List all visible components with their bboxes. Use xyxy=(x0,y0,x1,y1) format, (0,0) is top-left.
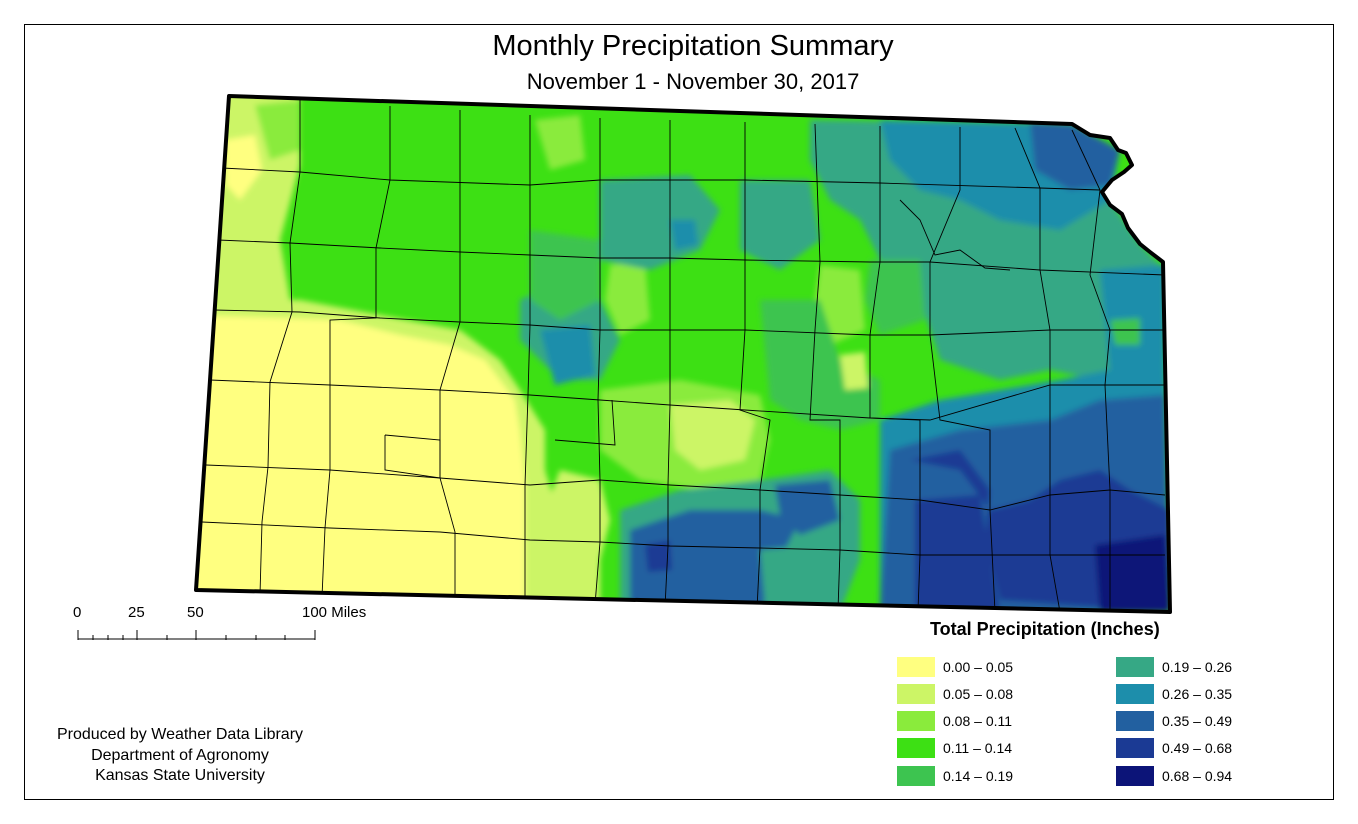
zone-0.19-0.26-south-spot xyxy=(760,545,815,605)
legend-label: 0.68 – 0.94 xyxy=(1162,768,1233,784)
zone-0.26-0.35-north-central xyxy=(540,325,595,385)
map-frame xyxy=(24,24,1334,800)
zone-0.00-0.05-southwest xyxy=(196,315,525,612)
legend-swatch xyxy=(1116,711,1154,731)
legend-item: 0.08 – 0.11 xyxy=(897,711,1097,731)
legend-label: 0.49 – 0.68 xyxy=(1162,740,1233,756)
legend-label: 0.19 – 0.26 xyxy=(1162,659,1233,675)
legend-label: 0.05 – 0.08 xyxy=(943,686,1014,702)
scale-bar-ticks xyxy=(77,630,316,640)
legend-item: 0.68 – 0.94 xyxy=(1116,766,1316,786)
scale-bar: 0 25 50 100 Miles xyxy=(60,604,390,654)
legend-swatch xyxy=(897,684,935,704)
zone-0.35-0.49-northeast xyxy=(1030,122,1120,190)
kansas-state-outline xyxy=(194,94,1172,614)
legend-item: 0.49 – 0.68 xyxy=(1116,738,1316,758)
zone-0.05-0.08-central xyxy=(670,400,755,470)
precipitation-surface xyxy=(196,96,1170,612)
legend-swatch xyxy=(1116,657,1154,677)
legend-title: Total Precipitation (Inches) xyxy=(930,619,1160,639)
legend-swatch xyxy=(897,657,935,677)
zone-0.35-0.49-south-central xyxy=(630,510,800,612)
legend-swatch xyxy=(897,711,935,731)
credits-line-university: Kansas State University xyxy=(95,767,265,784)
legend-swatch xyxy=(1116,684,1154,704)
zone-0.14-0.19-central-east xyxy=(760,300,880,430)
legend-item: 0.35 – 0.49 xyxy=(1116,711,1316,731)
legend-label: 0.00 – 0.05 xyxy=(943,659,1014,675)
zone-0.19-0.26-north-east xyxy=(740,180,820,270)
zone-0.14-0.19-east-spot xyxy=(1110,318,1140,345)
legend-swatch xyxy=(897,766,935,786)
credits-block: Produced by Weather Data Library Departm… xyxy=(30,725,330,787)
legend-item: 0.00 – 0.05 xyxy=(897,657,1097,677)
legend-label: 0.26 – 0.35 xyxy=(1162,686,1233,702)
legend-item: 0.05 – 0.08 xyxy=(897,684,1097,704)
legend-swatch xyxy=(897,738,935,758)
legend-item: 0.26 – 0.35 xyxy=(1116,684,1316,704)
credits-line-department: Department of Agronomy xyxy=(91,746,269,764)
zone-0.49-0.68-south xyxy=(915,495,1000,612)
legend-label: 0.11 – 0.14 xyxy=(943,740,1013,756)
zone-0.08-0.11-northwest xyxy=(255,100,300,160)
legend-label: 0.35 – 0.49 xyxy=(1162,713,1233,729)
zone-0.14-0.19-east-central xyxy=(865,260,925,335)
legend-label: 0.08 – 0.11 xyxy=(943,713,1013,729)
zone-0.49-0.68-south-central xyxy=(645,540,672,572)
zone-0.08-0.11-north-central xyxy=(605,262,650,335)
zone-0.08-0.11-north xyxy=(535,115,585,170)
zone-0.05-0.08-south xyxy=(530,470,610,612)
legend-item: 0.11 – 0.14 xyxy=(897,738,1097,758)
zone-0.00-0.05-northwest xyxy=(225,135,262,200)
map-subtitle: November 1 - November 30, 2017 xyxy=(526,69,860,94)
zone-0.05-0.08-central-spot xyxy=(840,352,868,390)
zone-0.14-0.19-north-central xyxy=(530,230,600,320)
scale-label-0: 0 xyxy=(73,604,82,621)
legend-swatch xyxy=(1116,738,1154,758)
county-boundaries xyxy=(201,98,1166,612)
legend-swatch xyxy=(1116,766,1154,786)
zone-0.68-0.94-southeast xyxy=(1095,535,1170,612)
credits-line-producer: Produced by Weather Data Library xyxy=(56,726,304,743)
map-title: Monthly Precipitation Summary xyxy=(492,30,894,62)
scale-label-25: 25 xyxy=(128,604,145,621)
zone-0.26-0.35-north xyxy=(670,220,698,250)
legend-item: 0.14 – 0.19 xyxy=(897,766,1097,786)
scale-label-50: 50 xyxy=(187,604,204,621)
legend-label: 0.14 – 0.19 xyxy=(943,768,1014,784)
legend-item: 0.19 – 0.26 xyxy=(1116,657,1316,677)
scale-label-100-miles: 100 Miles xyxy=(302,604,367,621)
